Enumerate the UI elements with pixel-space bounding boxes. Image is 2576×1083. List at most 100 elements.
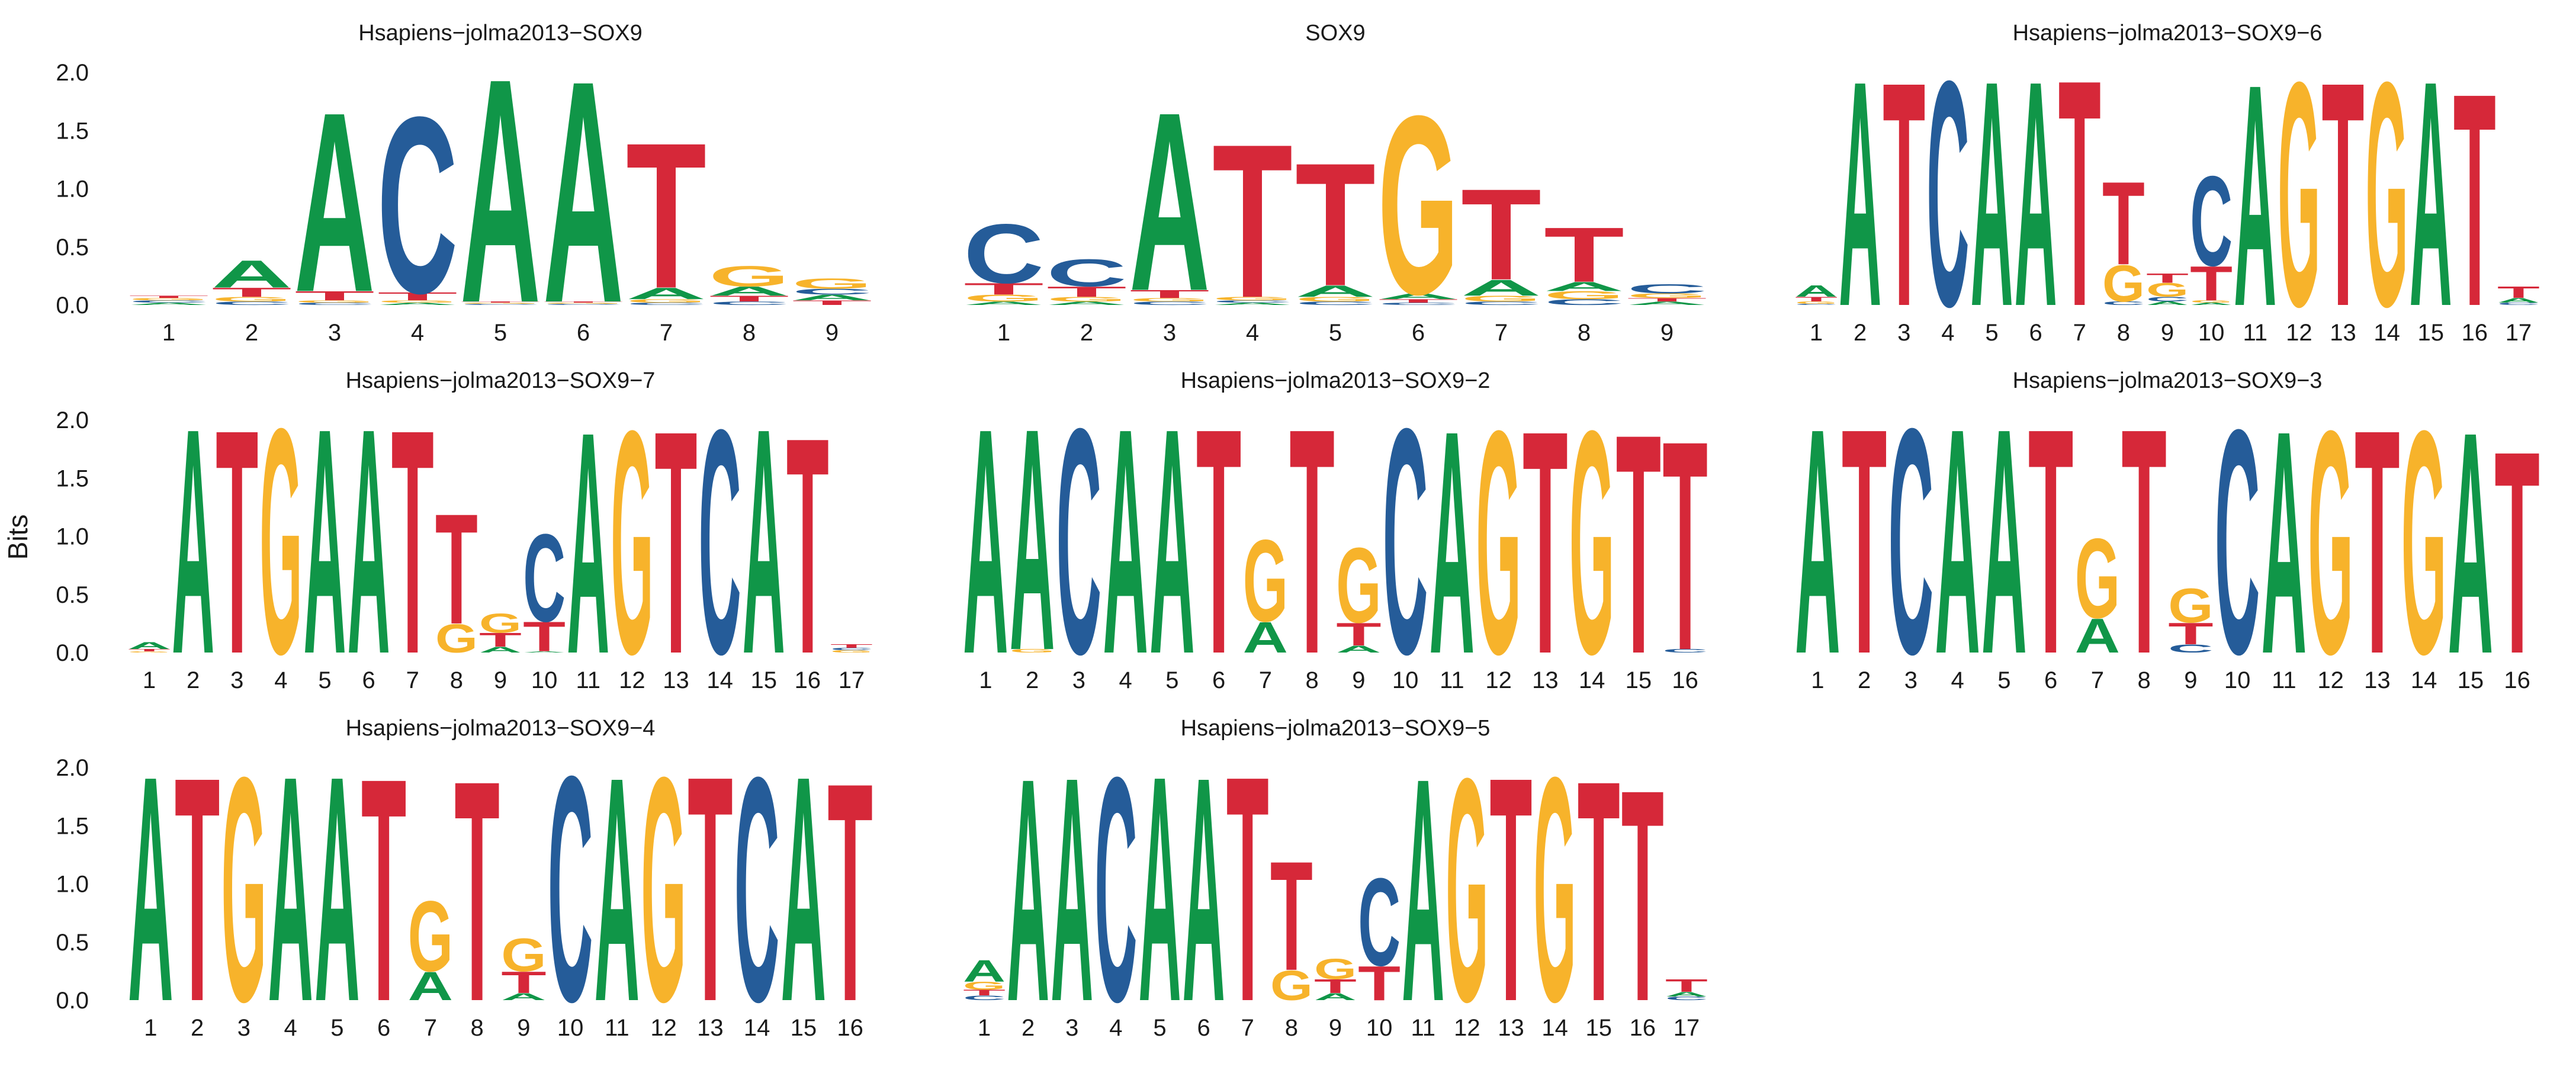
x-tick-label: 16	[837, 1015, 863, 1041]
x-tick-label: 5	[1153, 1015, 1166, 1041]
logo-letter-T: T	[377, 290, 458, 303]
logo-letter-G: G	[1010, 648, 1055, 654]
logo-letter-T: T	[1129, 288, 1210, 300]
logo-letter-G: G	[792, 275, 872, 292]
logo-letter-A: A	[268, 709, 313, 1069]
x-tick-label: 2	[1858, 667, 1871, 693]
x-tick-label: 8	[2138, 667, 2151, 693]
logo-letter-G: G	[2146, 279, 2189, 301]
logo-letter-G: G	[2102, 255, 2145, 313]
x-tick-label: 4	[1119, 667, 1132, 693]
x-tick-label: 3	[230, 667, 243, 693]
logo-letter-G: G	[1461, 294, 1541, 303]
x-tick-label: 2	[187, 667, 200, 693]
logo-letter-G: G	[1534, 711, 1576, 1069]
x-tick-label: 14	[1541, 1015, 1568, 1041]
panel-title: Hsapiens−jolma2013−SOX9−2	[1181, 368, 1491, 393]
logo-letter-G: G	[543, 303, 624, 304]
logo-letter-C: C	[523, 508, 566, 648]
logo-letter-T: T	[479, 629, 522, 651]
logo-letter-A: A	[1129, 60, 1210, 345]
logo-letter-A: A	[1971, 14, 2013, 374]
logo-letter-G: G	[963, 293, 1044, 303]
y-tick-label: 2.0	[56, 60, 89, 86]
x-tick-label: 4	[1246, 320, 1259, 346]
logo-letter-G: G	[1243, 516, 1288, 647]
x-tick-label: 7	[2091, 667, 2104, 693]
x-tick-label: 17	[1674, 1015, 1700, 1041]
x-tick-label: 6	[577, 320, 590, 346]
logo-letter-C: C	[1129, 301, 1210, 306]
x-tick-label: 8	[1578, 320, 1591, 346]
x-tick-label: 1	[997, 320, 1010, 346]
x-tick-label: 1	[1811, 667, 1824, 693]
logo-panels: Hsapiens−jolma2013−SOX90.00.51.01.52.01A…	[56, 12, 2540, 1069]
x-tick-label: 5	[318, 667, 331, 693]
logo-letter-G: G	[128, 651, 171, 653]
x-tick-label: 12	[2286, 320, 2312, 346]
logo-letter-A: A	[1402, 712, 1444, 1068]
x-tick-label: 2	[1022, 1015, 1035, 1041]
logo-letter-G: G	[221, 711, 266, 1069]
x-tick-label: 9	[1660, 320, 1674, 346]
x-tick-label: 5	[1165, 667, 1178, 693]
logo-letter-T: T	[2190, 256, 2233, 311]
x-tick-label: 4	[284, 1015, 297, 1041]
logo-letter-G: G	[501, 928, 546, 981]
x-tick-label: 14	[2411, 667, 2437, 693]
logo-letter-A: A	[743, 361, 785, 721]
x-tick-label: 15	[1626, 667, 1652, 693]
logo-letter-T: T	[688, 709, 733, 1069]
logo-letter-T: T	[2102, 157, 2145, 290]
x-tick-label: 13	[2364, 667, 2391, 693]
logo-letter-C: C	[377, 64, 458, 346]
x-tick-label: 6	[362, 667, 375, 693]
logo-letter-A: A	[626, 284, 706, 303]
logo-letter-A: A	[1935, 362, 1980, 721]
logo-letter-T: T	[211, 285, 292, 300]
logo-letter-T: T	[655, 365, 698, 721]
logo-letter-A: A	[1183, 711, 1225, 1069]
logo-letter-G: G	[2401, 364, 2446, 720]
logo-letter-T: T	[827, 718, 872, 1067]
x-tick-label: 12	[2317, 667, 2344, 693]
x-tick-label: 14	[706, 667, 733, 693]
logo-letter-C: C	[1094, 711, 1137, 1069]
x-tick-label: 10	[1366, 1015, 1393, 1041]
x-tick-label: 12	[650, 1015, 677, 1041]
logo-letter-G: G	[1212, 296, 1293, 301]
x-tick-label: 4	[274, 667, 287, 693]
logo-letter-T: T	[1336, 616, 1381, 653]
logo-letter-A: A	[1139, 709, 1181, 1069]
x-tick-label: 10	[1392, 667, 1419, 693]
logo-letter-C: C	[1056, 362, 1101, 721]
x-tick-label: 5	[1329, 320, 1342, 346]
x-tick-label: 15	[1585, 1015, 1612, 1041]
logo-letter-C: C	[294, 302, 375, 306]
logo-letter-C: C	[1461, 301, 1541, 306]
logo-letter-A: A	[2146, 301, 2189, 306]
logo-letter-A: A	[1461, 275, 1541, 300]
logo-letter-T: T	[1662, 378, 1707, 712]
x-tick-label: 8	[743, 320, 756, 346]
logo-letter-A: A	[567, 366, 609, 720]
logo-letter-T: T	[2453, 30, 2496, 369]
logo-letter-A: A	[128, 709, 173, 1069]
x-tick-label: 8	[450, 667, 463, 693]
logo-letter-G: G	[460, 303, 541, 304]
logo-letter-A: A	[595, 710, 640, 1068]
x-tick-label: 13	[697, 1015, 724, 1041]
logo-letter-C: C	[792, 287, 872, 296]
logo-letter-A: A	[314, 709, 359, 1069]
x-tick-label: 1	[162, 320, 175, 346]
logo-letter-T: T	[1578, 715, 1620, 1067]
logo-letter-A: A	[1010, 362, 1055, 716]
logo-letter-T: T	[1842, 361, 1887, 721]
logo-letter-A: A	[1046, 301, 1127, 306]
x-tick-label: 15	[2458, 667, 2484, 693]
logo-letter-T: T	[1358, 956, 1401, 1010]
logo-letter-C: C	[1544, 298, 1624, 307]
logo-letter-T: T	[1378, 298, 1459, 304]
